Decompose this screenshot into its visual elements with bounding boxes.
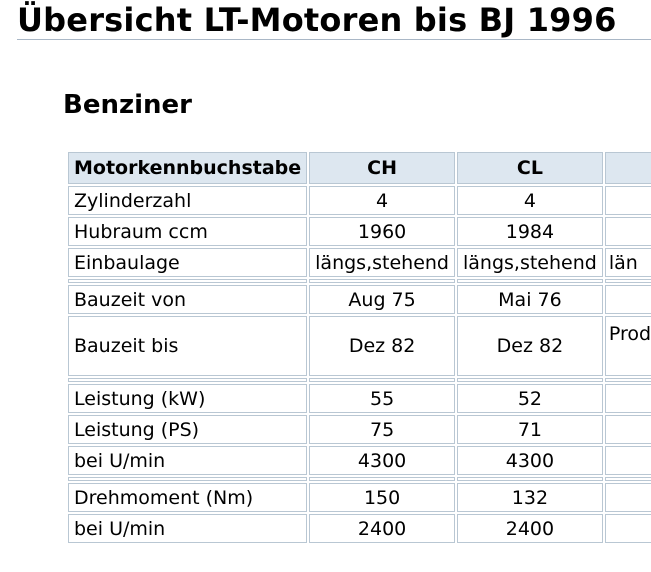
cell-value: 1960	[309, 217, 455, 246]
cell-value: Prod	[604, 316, 651, 376]
table-row: Leistung (kW) 55 52	[68, 384, 651, 413]
cell-value: Dez 82	[309, 316, 455, 376]
cell-value: 4	[309, 186, 455, 215]
cell-value: 4300	[457, 446, 603, 475]
separator-cell	[309, 378, 455, 382]
cell-value: 150	[309, 483, 455, 512]
column-header-cl: CL	[457, 152, 603, 184]
cell-value: 4	[457, 186, 603, 215]
cell-value	[604, 217, 651, 246]
cell-value	[604, 384, 651, 413]
table-row: bei U/min 4300 4300	[68, 446, 651, 475]
separator-cell	[68, 279, 308, 283]
row-label-power-ps: Leistung (PS)	[68, 415, 308, 444]
cell-value: Aug 75	[309, 285, 455, 314]
row-label-torque: Drehmoment (Nm)	[68, 483, 308, 512]
table-row: Leistung (PS) 75 71	[68, 415, 651, 444]
table-row: Einbaulage längs,stehend längs,stehend l…	[68, 248, 651, 277]
separator-cell	[604, 477, 651, 481]
separator-cell	[457, 477, 603, 481]
separator-cell	[309, 477, 455, 481]
row-label-mounting: Einbaulage	[68, 248, 308, 277]
separator-cell	[457, 378, 603, 382]
row-label-production-start: Bauzeit von	[68, 285, 308, 314]
cell-value: längs,stehend	[457, 248, 603, 277]
separator-cell	[309, 279, 455, 283]
cell-value: 2400	[457, 514, 603, 543]
cell-value: 2400	[309, 514, 455, 543]
cell-value	[604, 446, 651, 475]
separator-cell	[604, 378, 651, 382]
cell-value: 75	[309, 415, 455, 444]
separator-cell	[68, 477, 308, 481]
engine-table-container: Motorkennbuchstabe CH CL Zylinderzahl 4 …	[66, 150, 651, 545]
table-header-row: Motorkennbuchstabe CH CL	[68, 152, 651, 184]
column-header-ch: CH	[309, 152, 455, 184]
cell-value: 132	[457, 483, 603, 512]
row-label-torque-rpm: bei U/min	[68, 514, 308, 543]
table-row: bei U/min 2400 2400	[68, 514, 651, 543]
section-heading: Benziner	[63, 90, 192, 120]
cell-value: längs,stehend	[309, 248, 455, 277]
cell-value	[604, 483, 651, 512]
title-divider	[17, 39, 651, 40]
row-label-production-end: Bauzeit bis	[68, 316, 308, 376]
table-row: Hubraum ccm 1960 1984	[68, 217, 651, 246]
engine-table: Motorkennbuchstabe CH CL Zylinderzahl 4 …	[66, 150, 651, 545]
table-separator-row	[68, 378, 651, 382]
row-label-displacement: Hubraum ccm	[68, 217, 308, 246]
cell-value: 52	[457, 384, 603, 413]
table-separator-row	[68, 477, 651, 481]
cell-value: 71	[457, 415, 603, 444]
row-label-power-kw: Leistung (kW)	[68, 384, 308, 413]
table-separator-row	[68, 279, 651, 283]
cell-value: Mai 76	[457, 285, 603, 314]
table-row: Drehmoment (Nm) 150 132	[68, 483, 651, 512]
table-row: Bauzeit von Aug 75 Mai 76	[68, 285, 651, 314]
column-header-partial	[604, 152, 651, 184]
cell-value: 55	[309, 384, 455, 413]
cell-value: 4300	[309, 446, 455, 475]
cell-value	[604, 514, 651, 543]
cell-value: 1984	[457, 217, 603, 246]
separator-cell	[457, 279, 603, 283]
column-header-engine-code: Motorkennbuchstabe	[68, 152, 308, 184]
separator-cell	[604, 279, 651, 283]
separator-cell	[68, 378, 308, 382]
table-row: Zylinderzahl 4 4	[68, 186, 651, 215]
cell-value	[604, 415, 651, 444]
cell-value	[604, 186, 651, 215]
cell-value	[604, 285, 651, 314]
row-label-power-rpm: bei U/min	[68, 446, 308, 475]
table-row: Bauzeit bis Dez 82 Dez 82 Prod	[68, 316, 651, 376]
page-title: Übersicht LT-Motoren bis BJ 1996	[17, 1, 617, 39]
row-label-cylinders: Zylinderzahl	[68, 186, 308, 215]
cell-value: län	[604, 248, 651, 277]
cell-value: Dez 82	[457, 316, 603, 376]
